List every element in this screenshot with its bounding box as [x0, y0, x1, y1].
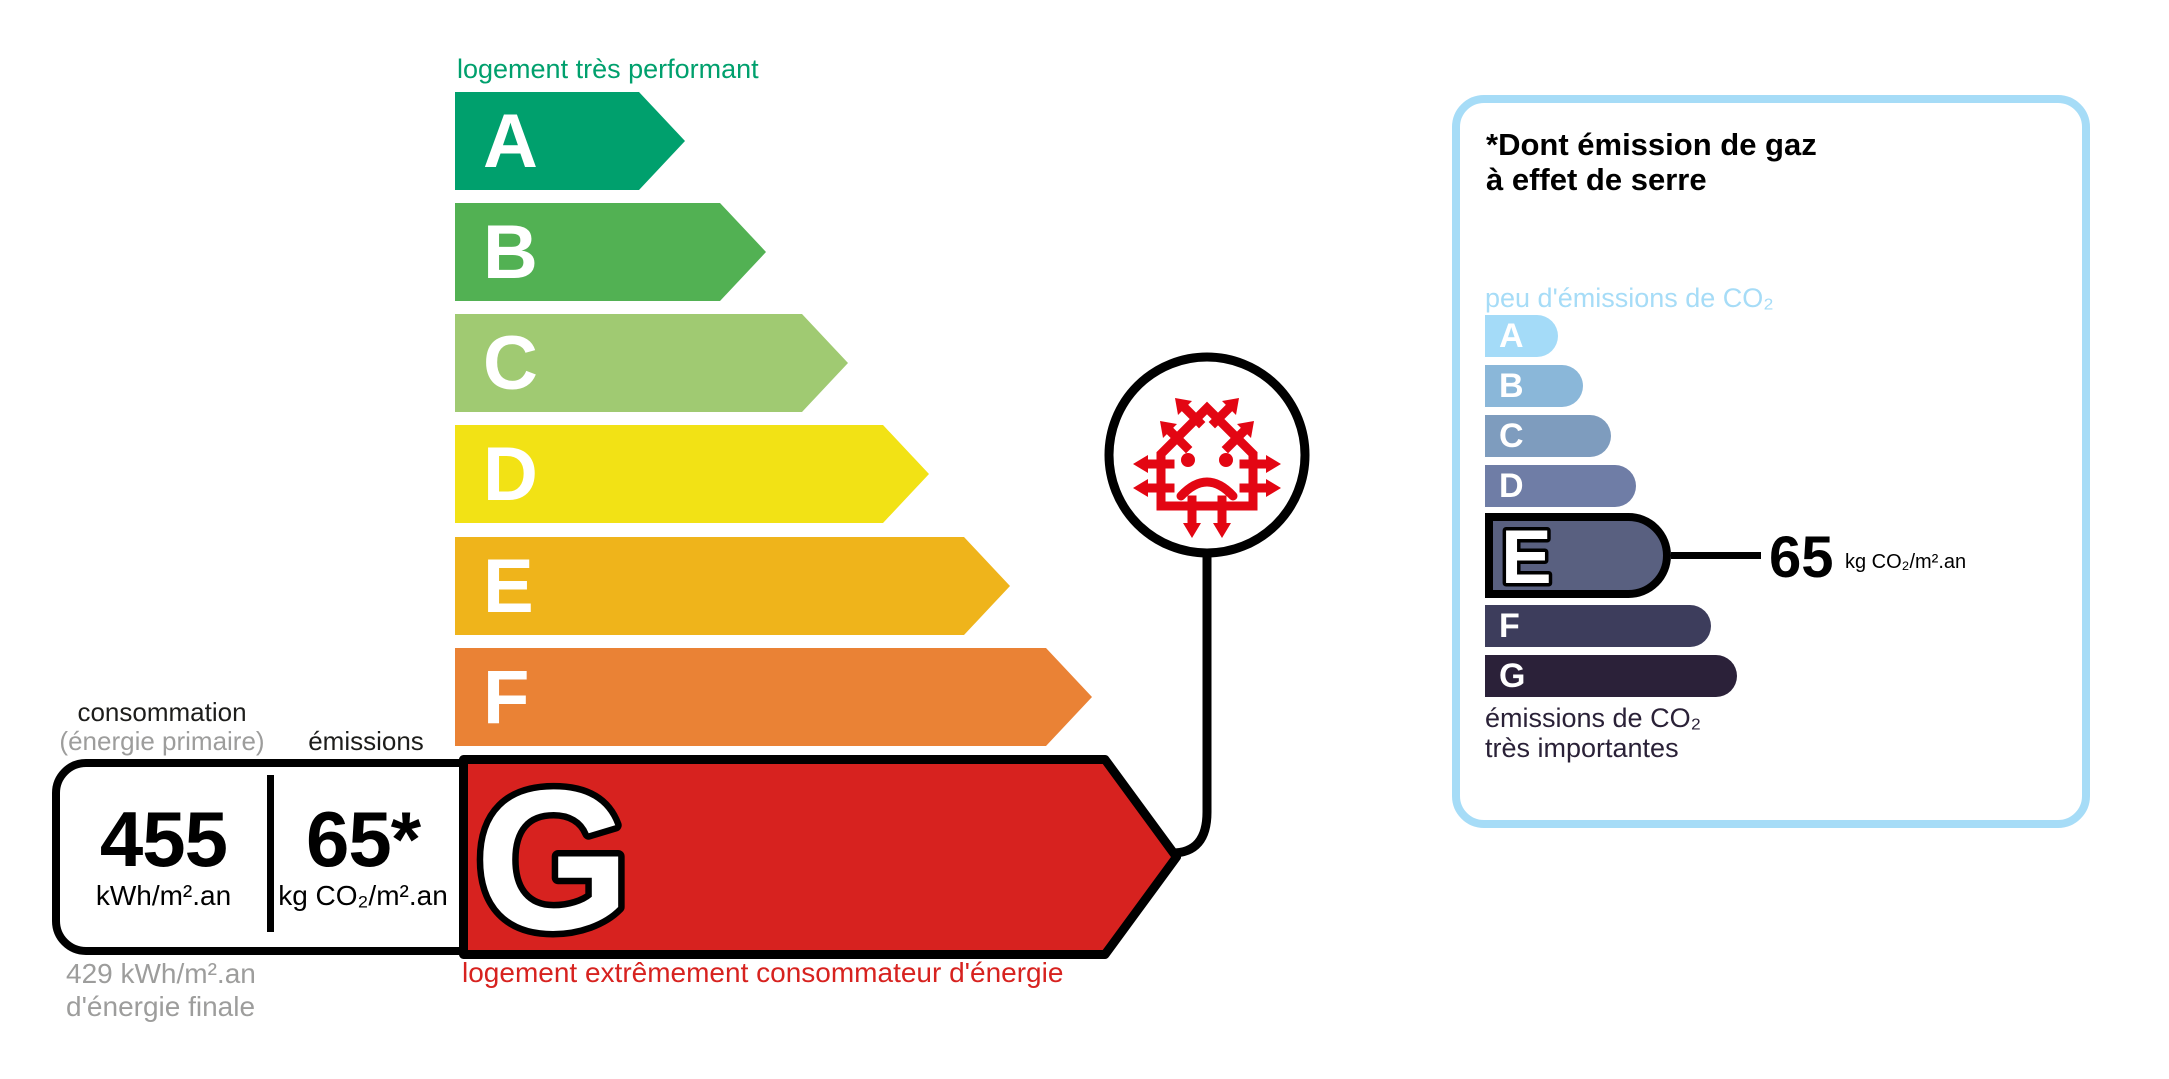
emissions-unit: kg CO₂/m².an: [278, 880, 448, 911]
consumption-unit: kWh/m².an: [95, 880, 232, 911]
energy-class-e-letter: E: [483, 543, 534, 629]
energy-class-a-letter: A: [483, 98, 538, 184]
co2-title-line2: à effet de serre: [1486, 162, 1707, 197]
energy-class-e-arrow: E: [455, 537, 1010, 635]
co2-result-value: 65: [1769, 525, 1834, 590]
co2-class-c-letter: C: [1499, 416, 1524, 455]
co2-result-pointer-line: [1671, 552, 1761, 559]
co2-class-f-letter: F: [1499, 606, 1520, 645]
emissions-value: 65*: [305, 795, 421, 883]
consumption-value: 455: [99, 795, 228, 883]
energy-class-d-letter: D: [483, 431, 538, 517]
co2-class-a-letter: A: [1499, 316, 1524, 355]
co2-title-line1: *Dont émission de gaz: [1486, 127, 1817, 162]
energy-class-d-arrow: D: [455, 425, 929, 523]
energy-class-c-arrow: C: [455, 314, 848, 412]
co2-class-e-letter: E: [1501, 521, 1552, 590]
co2-low-emissions-label: peu d'émissions de CO₂: [1485, 283, 1774, 313]
co2-class-g-bar: G: [1485, 655, 1737, 697]
co2-high-emissions-line2: très importantes: [1485, 733, 1679, 763]
co2-result-unit: kg CO₂/m².an: [1845, 551, 1967, 573]
emissions-cell: 65* kg CO₂/m².an: [267, 767, 459, 947]
emissions-label: émissions: [308, 726, 424, 756]
values-box: 455 kWh/m².an 65* kg CO₂/m².an: [52, 759, 467, 955]
connector-line: [1167, 552, 1212, 858]
energy-class-a-arrow: A: [455, 92, 685, 190]
badge-circle: [1104, 352, 1310, 558]
bottom-consumption-label: logement extrêmement consommateur d'éner…: [462, 957, 1064, 988]
co2-high-emissions-line1: émissions de CO₂: [1485, 703, 1702, 733]
primary-energy-sublabel: (énergie primaire): [59, 726, 265, 756]
co2-emissions-panel: *Dont émission de gaz à effet de serre p…: [1452, 95, 2090, 828]
co2-class-d-bar: D: [1485, 465, 1636, 507]
energy-class-g-arrow: G: [459, 755, 1181, 959]
co2-class-e-bar-highlighted: E: [1485, 512, 1671, 604]
co2-class-c-bar: C: [1485, 415, 1611, 457]
energy-class-c-letter: C: [483, 320, 538, 406]
energy-class-f-arrow: F: [455, 648, 1092, 746]
co2-class-g-letter: G: [1499, 656, 1526, 695]
energy-class-b-letter: B: [483, 209, 538, 295]
co2-class-b-bar: B: [1485, 365, 1583, 407]
consumption-cell: 455 kWh/m².an: [60, 767, 267, 947]
final-energy-note: 429 kWh/m².an d'énergie finale: [66, 957, 256, 1023]
co2-class-f-bar: F: [1485, 605, 1711, 647]
co2-class-a-bar: A: [1485, 315, 1558, 357]
co2-high-emissions-label: émissions de CO₂ très importantes: [1485, 703, 1701, 763]
co2-class-e-letter-svg: E: [1498, 512, 1556, 604]
values-divider: [267, 775, 274, 932]
consumption-label: consommation: [77, 697, 247, 727]
sad-house-badge: [1104, 352, 1310, 558]
co2-class-d-letter: D: [1499, 466, 1524, 505]
final-energy-line2: d'énergie finale: [66, 991, 256, 1022]
energy-class-g-letter: G: [475, 755, 631, 959]
co2-panel-title: *Dont émission de gaz à effet de serre: [1486, 127, 1817, 197]
final-energy-line1: 429 kWh/m².an: [66, 958, 256, 989]
co2-class-b-letter: B: [1499, 366, 1524, 405]
top-performance-label: logement très performant: [457, 54, 759, 84]
sad-house-icon: [1133, 398, 1281, 538]
energy-class-f-letter: F: [483, 654, 530, 740]
energy-class-b-arrow: B: [455, 203, 766, 301]
